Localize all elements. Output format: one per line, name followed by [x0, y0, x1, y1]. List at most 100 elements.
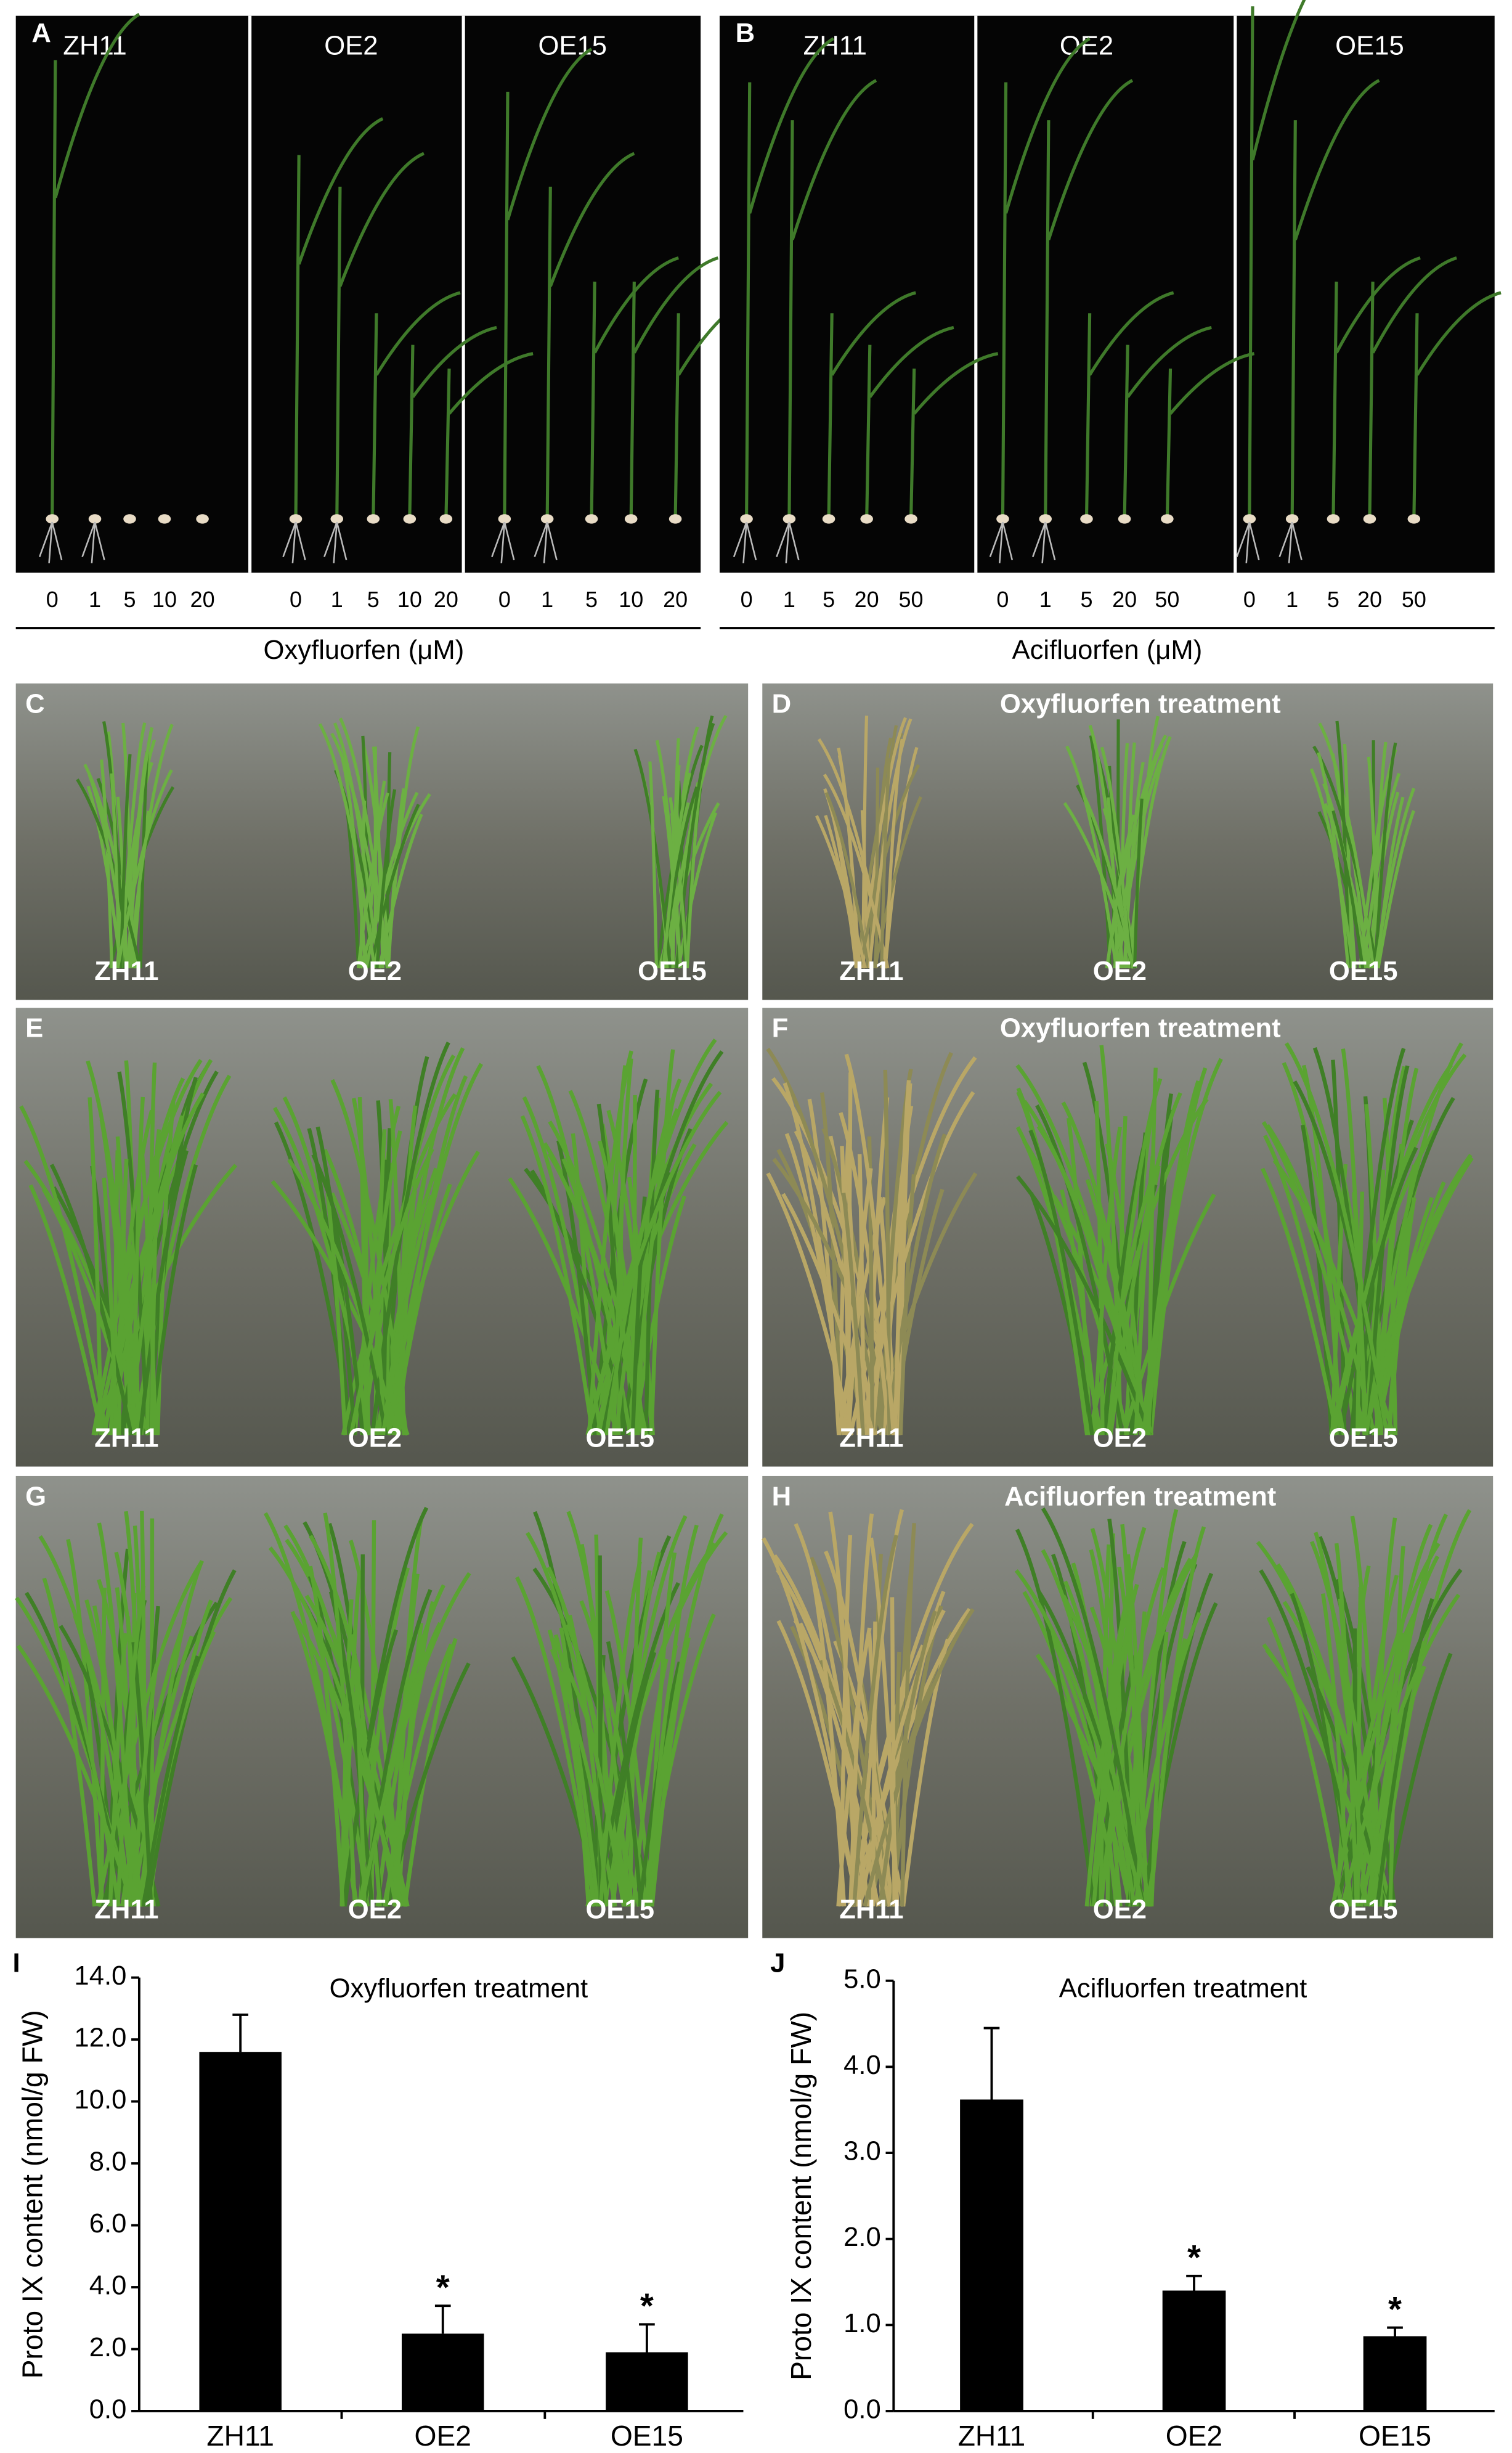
seed: [1243, 514, 1256, 524]
rice-leaf: [96, 1560, 204, 1907]
dose-label: 20: [663, 587, 688, 612]
rice-leaf: [848, 1513, 874, 1907]
y-tick-label: 8.0: [89, 2147, 127, 2177]
rice-leaf: [1284, 1042, 1389, 1435]
seedling: [444, 352, 534, 520]
plant-label: OE2: [1093, 957, 1147, 986]
seedling: [787, 79, 877, 519]
rice-leaf: [1338, 1598, 1359, 1907]
seedling: [372, 291, 461, 519]
roots: [1032, 521, 1056, 563]
dose-label: 50: [1155, 587, 1179, 612]
rice-leaf: [556, 1140, 597, 1435]
rice-leaf: [868, 718, 912, 969]
significance-marker: *: [1388, 2290, 1402, 2329]
seedling: [1290, 79, 1380, 519]
y-axis-label: Proto IX content (nmol/g FW): [785, 2012, 817, 2380]
rice-leaf: [844, 1053, 896, 1435]
rice-leaf: [547, 1629, 596, 1907]
roots: [282, 521, 306, 563]
rice-leaf: [526, 1532, 626, 1907]
seed: [289, 514, 303, 524]
rice-leaf: [333, 722, 380, 969]
rice-leaf: [102, 1177, 119, 1435]
y-tick-label: 0.0: [843, 2395, 881, 2425]
axis-label: Acifluorfen (μM): [1012, 635, 1202, 665]
rice-leaf: [1261, 1167, 1339, 1435]
rice-leaf: [869, 1537, 900, 1907]
field-photo: F Oxyfluorfen treatment ZH11 OE2 OE15: [762, 1008, 1494, 1467]
dose-label: 1: [1039, 587, 1052, 612]
seed: [669, 514, 682, 524]
y-tick-label: 0.0: [89, 2395, 127, 2425]
seedling: [545, 152, 635, 519]
rice-leaf: [841, 1193, 866, 1435]
rice-leaf: [381, 1047, 465, 1435]
seedling: [629, 256, 719, 519]
photo: [15, 15, 701, 573]
rice-leaf: [1041, 1507, 1145, 1907]
rice-leaf: [1374, 788, 1416, 969]
rice-leaf: [1035, 1104, 1124, 1435]
line-label: OE15: [538, 31, 607, 61]
rice-leaf: [766, 1047, 884, 1435]
rice-leaf: [28, 1184, 104, 1435]
x-tick-label: OE2: [415, 2420, 471, 2452]
rice-leaf: [149, 1136, 161, 1435]
seedling: [503, 47, 593, 519]
seedling: [1368, 256, 1457, 519]
dose-label: 5: [823, 587, 835, 612]
bar: [199, 2052, 282, 2411]
rice-leaf: [815, 815, 867, 969]
rice-leaf: [23, 1159, 150, 1436]
y-tick-label: 6.0: [89, 2209, 127, 2239]
seed: [1363, 514, 1376, 524]
rice-leaf: [598, 1561, 642, 1907]
rice-leaf: [1332, 1063, 1453, 1435]
rice-leaf: [15, 1596, 133, 1907]
chart-title: Oxyfluorfen treatment: [330, 1974, 588, 2004]
seed: [860, 514, 873, 524]
rice-leaf: [533, 1511, 603, 1907]
dose-label: 50: [899, 587, 924, 612]
rice-leaf: [119, 754, 132, 969]
rice-leaf: [1364, 1042, 1463, 1435]
rice-leaf: [131, 1664, 159, 1907]
y-tick-label: 3.0: [843, 2137, 881, 2166]
panel-letter: B: [736, 18, 755, 48]
rice-leaf: [1029, 1192, 1094, 1435]
roots: [776, 521, 800, 563]
dose-label: 0: [46, 587, 59, 612]
rice-leaf: [362, 744, 391, 969]
seedling: [51, 12, 140, 519]
rice-leaf: [86, 785, 123, 969]
seedling: [909, 352, 999, 520]
rice-leaf: [794, 1523, 870, 1907]
rice-leaf: [799, 1622, 880, 1907]
rice-leaf: [604, 1108, 680, 1435]
rice-leaf: [1335, 720, 1351, 969]
y-tick-label: 4.0: [843, 2051, 881, 2080]
dose-label: 0: [290, 587, 302, 612]
plant-label: OE2: [1093, 1895, 1147, 1924]
rice-leaf: [1014, 1569, 1145, 1907]
roots: [1278, 521, 1303, 563]
rice-leaf: [675, 722, 715, 969]
seed: [1407, 514, 1421, 524]
seed: [1039, 514, 1052, 524]
rice-leaf: [359, 1622, 442, 1907]
rice-leaf: [547, 1566, 628, 1907]
rice-leaf: [388, 1099, 406, 1435]
seed: [158, 514, 171, 524]
seed: [1285, 514, 1299, 524]
rice-leaf: [1120, 1524, 1143, 1907]
photo-title: Acifluorfen treatment: [1004, 1482, 1276, 1511]
rice-leaf: [766, 1172, 854, 1435]
dose-label: 5: [585, 587, 598, 612]
rice-leaf: [1356, 1191, 1365, 1435]
rice-leaf: [311, 1153, 388, 1435]
field-photo: H Acifluorfen treatment ZH11 OE2 OE15: [762, 1475, 1494, 1938]
x-tick-label: OE2: [1166, 2420, 1222, 2452]
rice-leaf: [858, 764, 921, 969]
